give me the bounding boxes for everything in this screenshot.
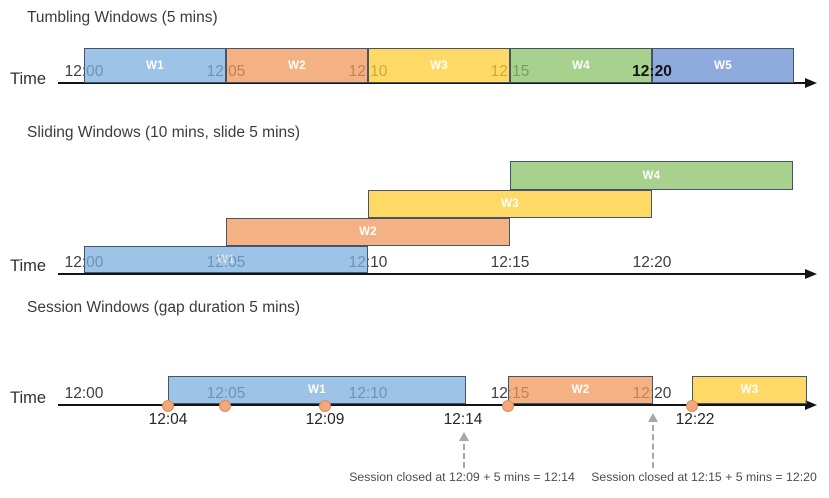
dashed-callout-line bbox=[652, 425, 654, 468]
session-close-label-12-14: 12:14 bbox=[443, 411, 483, 428]
session-annotation-2: Session closed at 12:15 + 5 mins = 12:20 bbox=[591, 470, 817, 484]
tumbling-window-w2: W2 bbox=[226, 48, 368, 83]
sliding-window-w1: W1 bbox=[84, 246, 368, 273]
event-dot bbox=[219, 400, 231, 412]
session-window-w2: W2 bbox=[508, 376, 653, 404]
sliding-window-w3-label: W3 bbox=[501, 198, 519, 210]
session-time-axis bbox=[58, 404, 806, 406]
sliding-window-w3: W3 bbox=[368, 190, 652, 218]
event-dot bbox=[502, 400, 514, 412]
sliding-time-axis-label: Time bbox=[10, 257, 47, 275]
sliding-arrow-right-icon bbox=[805, 269, 817, 279]
event-dot bbox=[319, 400, 331, 412]
sliding-window-w2-label: W2 bbox=[359, 226, 377, 238]
session-window-w2-label: W2 bbox=[571, 384, 590, 396]
sliding-window-w4: W4 bbox=[510, 161, 793, 190]
sliding-window-w2: W2 bbox=[226, 218, 510, 246]
session-title: Session Windows (gap duration 5 mins) bbox=[27, 299, 301, 316]
tumbling-window-w1: W1 bbox=[84, 48, 226, 83]
session-arrow-right-icon bbox=[805, 400, 817, 410]
session-tick-0: 12:00 bbox=[64, 385, 104, 402]
tumbling-window-w4-label: W4 bbox=[572, 59, 590, 72]
tumbling-window-w5-label: W5 bbox=[714, 59, 732, 72]
tumbling-time-axis bbox=[58, 82, 806, 84]
tumbling-tick-4: 12:20 bbox=[632, 63, 672, 80]
session-annotation-1: Session closed at 12:09 + 5 mins = 12:14 bbox=[349, 470, 575, 484]
tumbling-window-w1-label: W1 bbox=[146, 59, 164, 72]
tumbling-time-axis-label: Time bbox=[10, 70, 47, 88]
session-event-label-12-22: 12:22 bbox=[675, 411, 715, 428]
session-window-w1: W1 bbox=[168, 376, 466, 404]
tumbling-window-w5: W5 bbox=[652, 48, 794, 83]
session-time-axis-label: Time bbox=[10, 389, 47, 407]
arrow-up-icon bbox=[459, 432, 469, 441]
tumbling-window-w3-label: W3 bbox=[430, 59, 448, 72]
session-event-label-12-09: 12:09 bbox=[305, 411, 345, 428]
sliding-window-w4-label: W4 bbox=[642, 169, 661, 182]
session-window-w3-label: W3 bbox=[740, 384, 759, 396]
tumbling-window-w4: W4 bbox=[510, 48, 652, 83]
tumbling-window-w3: W3 bbox=[368, 48, 510, 83]
sliding-time-axis bbox=[58, 273, 806, 275]
session-event-label-12-04: 12:04 bbox=[148, 411, 188, 428]
arrow-up-icon bbox=[648, 413, 658, 422]
dashed-callout-line bbox=[463, 444, 465, 468]
event-dot bbox=[686, 400, 698, 412]
sliding-tick-4: 12:20 bbox=[632, 254, 672, 271]
event-dot bbox=[162, 400, 174, 412]
sliding-tick-3: 12:15 bbox=[490, 254, 530, 271]
sliding-title: Sliding Windows (10 mins, slide 5 mins) bbox=[27, 124, 301, 141]
session-window-w1-label: W1 bbox=[308, 384, 326, 396]
session-window-w3: W3 bbox=[692, 376, 807, 404]
tumbling-arrow-right-icon bbox=[805, 78, 817, 88]
tumbling-window-w2-label: W2 bbox=[288, 59, 306, 72]
tumbling-title: Tumbling Windows (5 mins) bbox=[27, 9, 218, 26]
sliding-window-w1-label: W1 bbox=[217, 253, 235, 266]
